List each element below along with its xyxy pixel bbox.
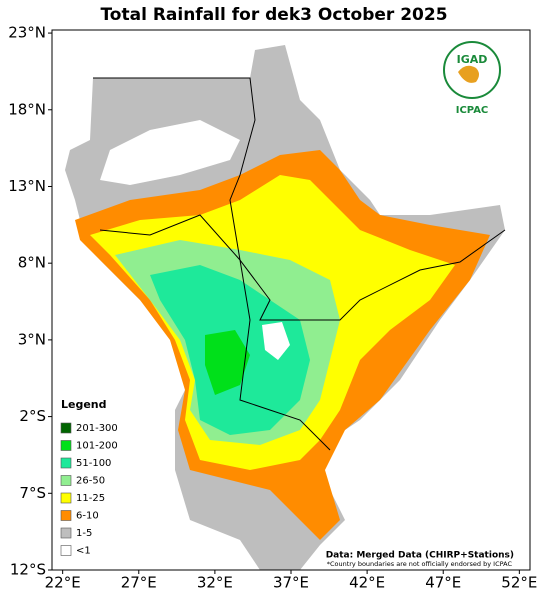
legend-swatch: [60, 527, 72, 539]
legend-title: Legend: [61, 398, 107, 411]
legend-label: 201-300: [76, 423, 118, 434]
legend-label: <1: [76, 546, 91, 557]
legend-swatch: [60, 457, 72, 469]
x-tick-label: 42°E: [349, 574, 385, 592]
x-tick-label: 27°E: [121, 574, 157, 592]
logo-top: IGAD: [457, 53, 488, 66]
y-tick-label: 12°S: [10, 561, 46, 579]
legend-label: 6-10: [76, 511, 99, 522]
y-tick-label: 13°N: [8, 177, 46, 195]
legend-swatch: [60, 510, 72, 521]
legend-swatch: [60, 475, 72, 486]
y-tick-label: 3°N: [18, 330, 46, 348]
legend-swatch: [60, 422, 72, 434]
country-borders: [93, 77, 506, 321]
title: Total Rainfall for dek3 October 2025: [100, 5, 447, 25]
logo: IGAD ICPAC: [443, 41, 501, 116]
x-tick-label: 32°E: [197, 574, 233, 592]
logo-icon: [458, 65, 479, 83]
x-tick-label: 22°E: [45, 574, 81, 592]
legend-label: 101-200: [76, 441, 118, 452]
dry-white: [100, 120, 240, 185]
y-tick-label: 2°S: [19, 407, 46, 425]
y-tick-label: 18°N: [8, 100, 46, 118]
country-borders-2: [99, 214, 331, 451]
y-tick-label: 23°N: [8, 24, 46, 42]
credit: Data: Merged Data (CHIRP+Stations): [326, 551, 514, 561]
x-tick-label: 47°E: [425, 574, 461, 592]
rain-green: [205, 330, 250, 395]
y-tick-label: 8°N: [18, 254, 46, 272]
logo-bottom: ICPAC: [456, 105, 489, 116]
x-tick-label: 37°E: [273, 574, 309, 592]
x-tick-label: 52°E: [501, 574, 537, 592]
legend-swatch: [60, 545, 72, 556]
legend-label: 1-5: [76, 528, 92, 539]
lake-white: [262, 322, 290, 360]
legend-label: 51-100: [76, 458, 111, 469]
legend-swatch: [60, 440, 72, 451]
legend-label: 11-25: [76, 493, 105, 504]
y-tick-label: 7°S: [19, 484, 46, 502]
legend-swatch: [60, 492, 72, 504]
disclaimer: *Country boundaries are not officially e…: [327, 560, 513, 568]
legend-label: 26-50: [76, 476, 105, 487]
map-area: [51, 29, 531, 571]
